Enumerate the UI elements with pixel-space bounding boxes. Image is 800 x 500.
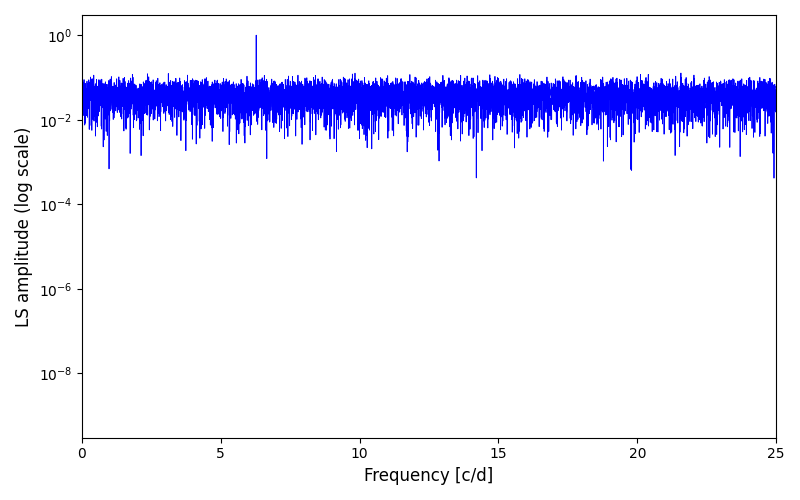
X-axis label: Frequency [c/d]: Frequency [c/d] bbox=[364, 467, 494, 485]
Y-axis label: LS amplitude (log scale): LS amplitude (log scale) bbox=[15, 126, 33, 326]
